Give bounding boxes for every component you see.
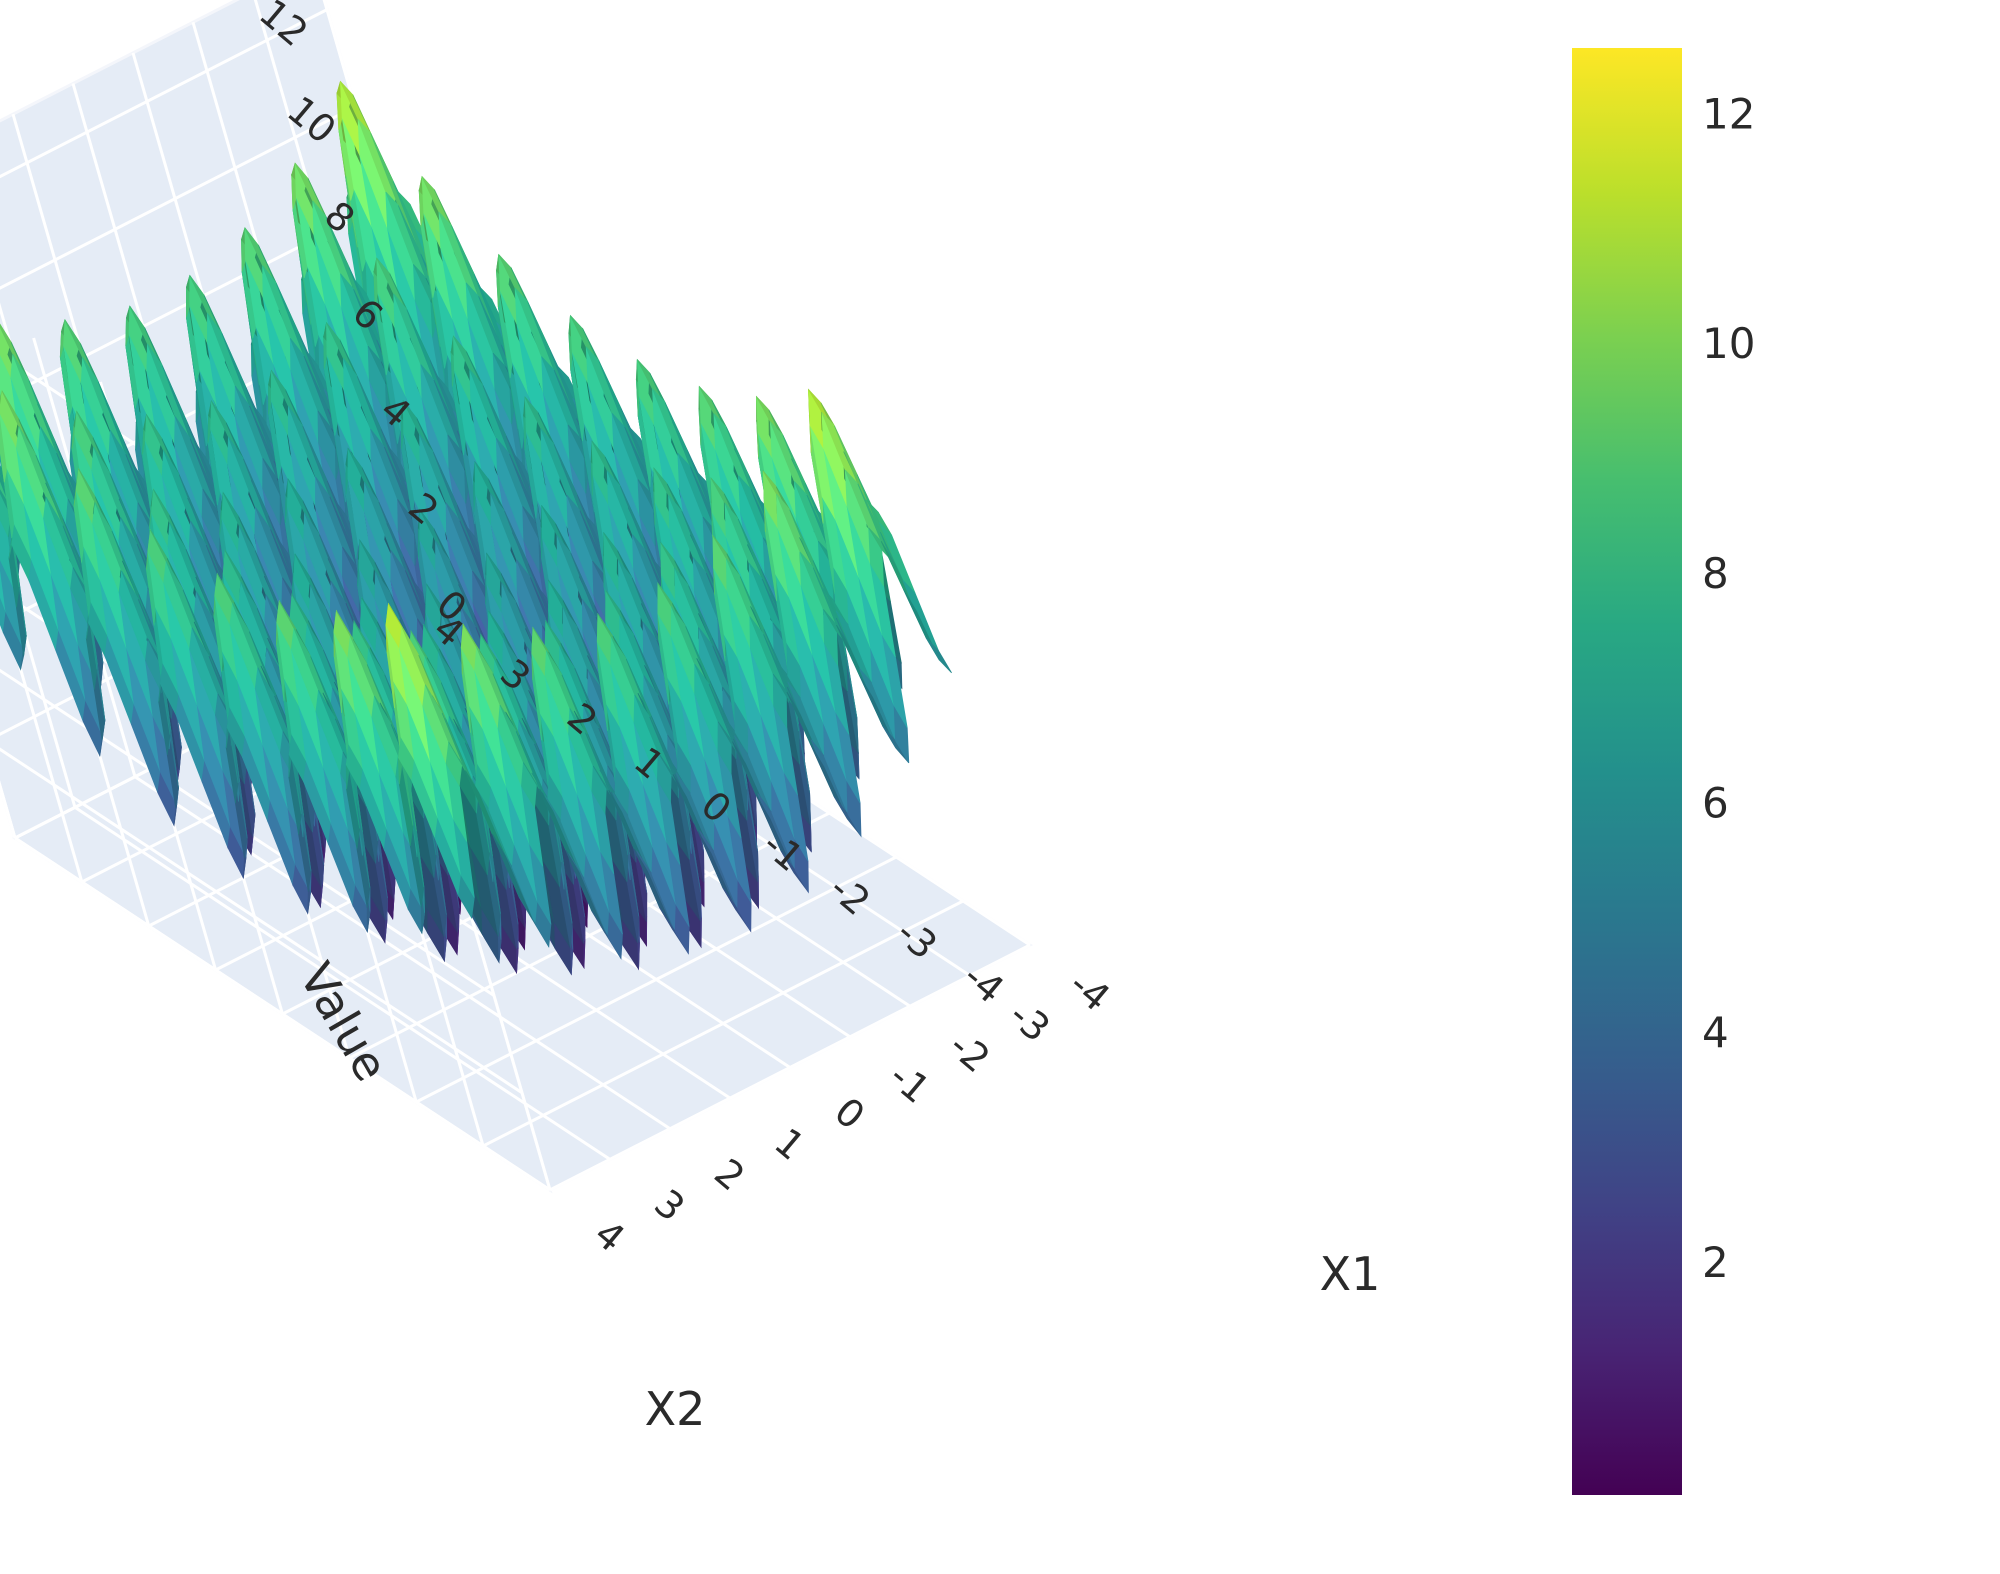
colorbar-tick-label: 4 bbox=[1702, 1008, 1729, 1057]
colorbar-tick-label: 6 bbox=[1702, 778, 1729, 827]
x2-axis-title: X2 bbox=[645, 1382, 706, 1436]
colorbar-tick-label: 12 bbox=[1702, 89, 1755, 138]
colorbar-gradient bbox=[1572, 48, 1682, 1495]
x1-tick-label: 3 bbox=[646, 1181, 693, 1230]
colorbar-tick-label: 2 bbox=[1702, 1238, 1729, 1287]
x1-tick-label: 2 bbox=[706, 1150, 753, 1199]
x1-tick-label: -4 bbox=[1061, 962, 1118, 1020]
surface-facet bbox=[926, 638, 951, 673]
x1-tick-label: -1 bbox=[881, 1054, 938, 1112]
x1-tick-label: -2 bbox=[941, 1023, 998, 1081]
x1-tick-label: 1 bbox=[766, 1120, 813, 1169]
x1-tick-label: 4 bbox=[586, 1211, 633, 1260]
surface-facet bbox=[903, 580, 939, 650]
colorbar-tick-label: 8 bbox=[1702, 549, 1729, 598]
x1-tick-label: 0 bbox=[826, 1089, 873, 1138]
x1-tick-label: -3 bbox=[1001, 993, 1058, 1051]
colorbar-tick-label: 10 bbox=[1702, 319, 1755, 368]
colorbar: 2 4 6 8 10 12 bbox=[1572, 48, 1755, 1495]
x1-axis-title: X1 bbox=[1320, 1247, 1381, 1301]
